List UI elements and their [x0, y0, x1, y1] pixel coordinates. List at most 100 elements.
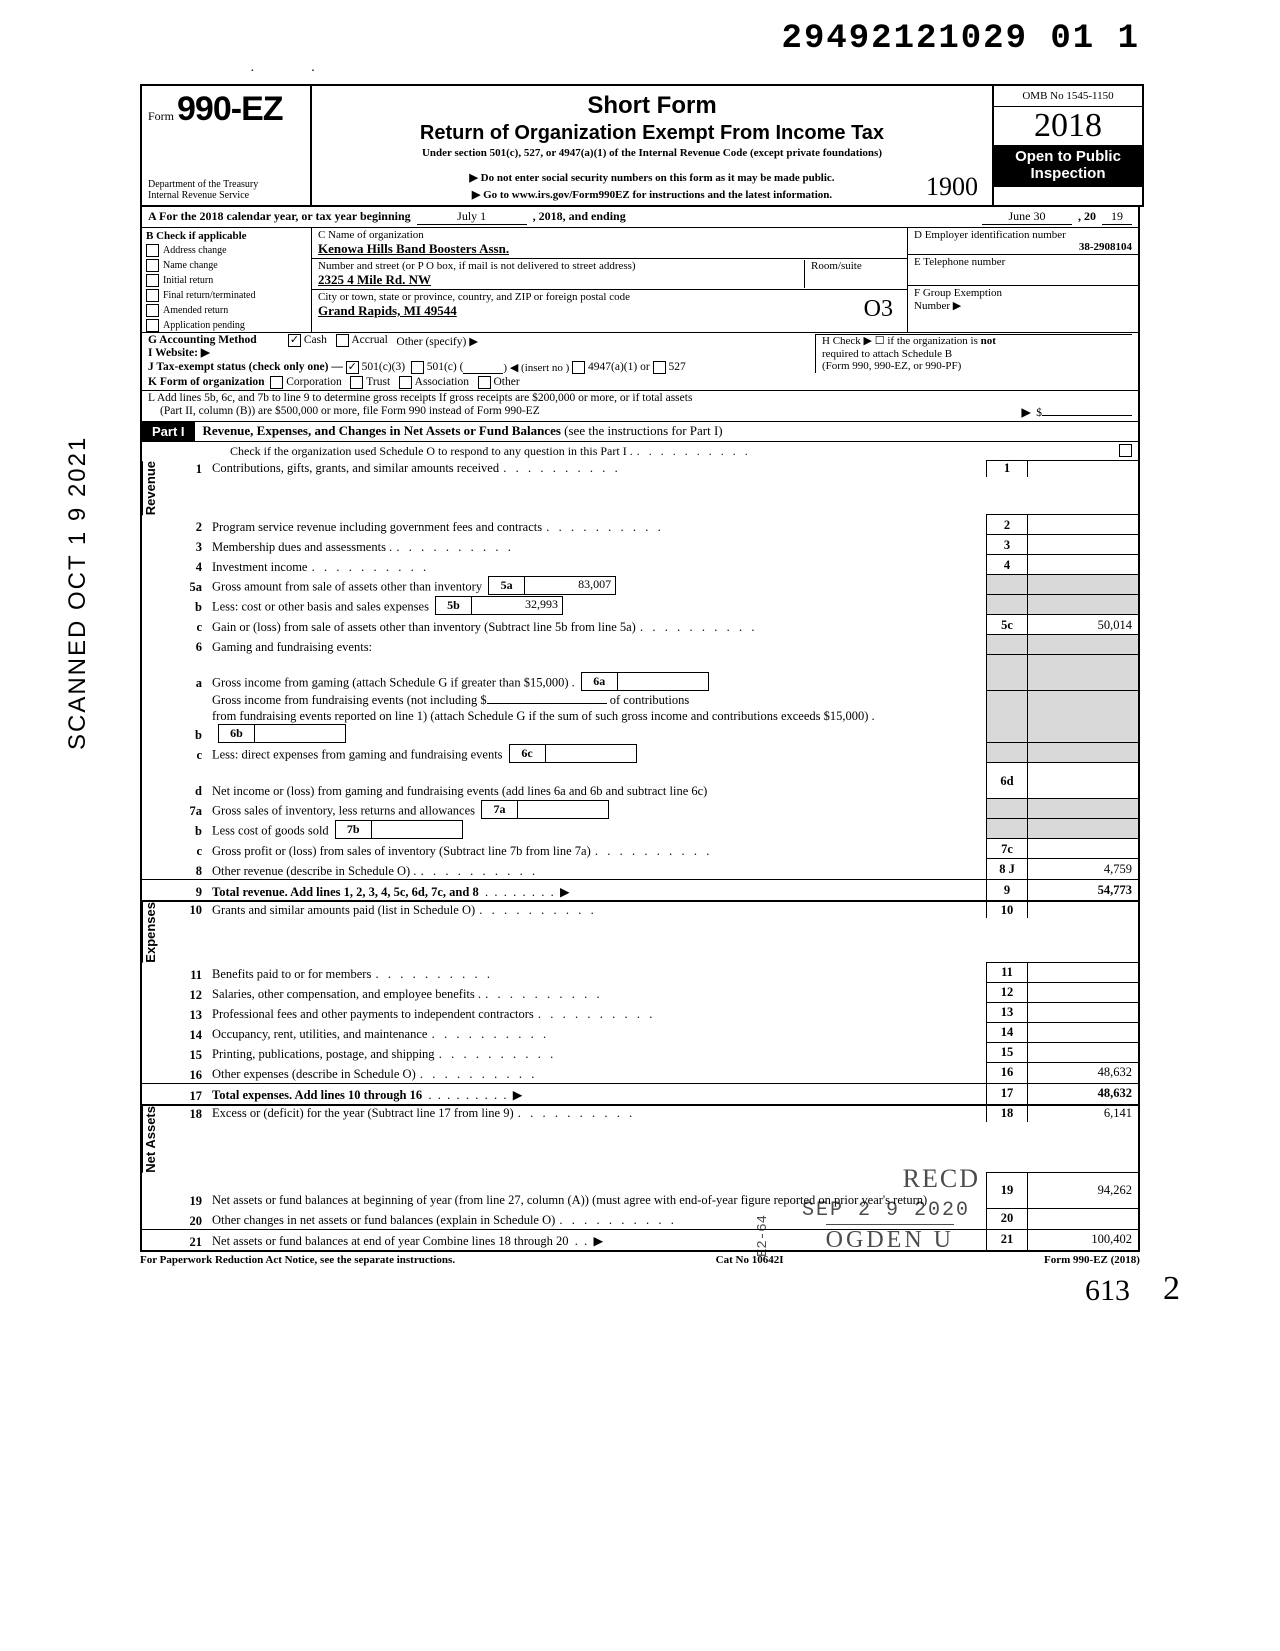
chk-501c3[interactable]: ✓	[346, 361, 359, 374]
r-5b-sh	[986, 594, 1028, 615]
a-1	[1028, 460, 1138, 477]
chk-other[interactable]	[478, 376, 491, 389]
row-a: A For the 2018 calendar year, or tax yea…	[140, 207, 1140, 228]
chk-final[interactable]	[146, 289, 159, 302]
d-6b: Gross income from fundraising events (no…	[212, 693, 986, 743]
chk-schedO[interactable]	[1119, 444, 1132, 457]
d-18: Excess or (deficit) for the year (Subtra…	[212, 1106, 986, 1122]
rows-gijkl: G Accounting Method ✓ Cash Accrual Other…	[140, 332, 1140, 421]
r-1: 1	[986, 460, 1028, 477]
header-left: Form 990-EZ Department of the Treasury I…	[142, 86, 312, 205]
no-ssn: ▶ Do not enter social security numbers o…	[318, 171, 986, 184]
a-20	[1028, 1208, 1138, 1229]
l-row2: (Part II, column (B)) are $500,000 or mo…	[142, 405, 1138, 421]
h-box: H Check ▶ ☐ if the organization is not r…	[815, 334, 1132, 373]
chk-amended[interactable]	[146, 304, 159, 317]
ln-5c: c	[168, 620, 212, 635]
r-7b-sh	[986, 818, 1028, 839]
chk-assoc[interactable]	[399, 376, 412, 389]
d-4: Investment income	[212, 560, 986, 576]
a-15	[1028, 1042, 1138, 1063]
e-cell: E Telephone number	[908, 255, 1138, 286]
r-16: 16	[986, 1062, 1028, 1083]
ty-end-yr: 19	[1102, 209, 1132, 225]
ty-end: June 30	[982, 209, 1072, 225]
chk-initial[interactable]	[146, 274, 159, 287]
ty-begin: July 1	[417, 209, 527, 225]
d-17: Total expenses. Add lines 10 through 16 …	[212, 1088, 986, 1104]
row-a-mid: , 2018, and ending	[533, 209, 626, 224]
a-7b-sh	[1028, 818, 1138, 839]
ln-6a: a	[168, 676, 212, 691]
chk-accrual[interactable]	[336, 334, 349, 347]
part1-bar: Part I Revenue, Expenses, and Changes in…	[140, 421, 1140, 442]
a-6d	[1028, 762, 1138, 799]
stamp-ogden: OGDEN U	[826, 1224, 954, 1254]
a-6-sh	[1028, 634, 1138, 655]
stamp-date: SEP 2 9 2020	[802, 1199, 970, 1222]
d-6d: Net income or (loss) from gaming and fun…	[212, 784, 986, 800]
dept-1: Department of the Treasury	[148, 179, 304, 190]
stamp-recd: RECD	[903, 1164, 980, 1194]
a-4	[1028, 554, 1138, 575]
a-6c-sh	[1028, 742, 1138, 763]
d-2: Program service revenue including govern…	[212, 520, 986, 536]
chk-527[interactable]	[653, 361, 666, 374]
ln-9: 9	[168, 885, 212, 900]
chk-501c[interactable]	[411, 361, 424, 374]
ln-16: 16	[168, 1068, 212, 1083]
r-6-sh	[986, 634, 1028, 655]
open-to-public: Open to Public Inspection	[994, 145, 1142, 187]
a-12	[1028, 982, 1138, 1003]
chk-trust[interactable]	[350, 376, 363, 389]
r-5c: 5c	[986, 614, 1028, 635]
b-header: B Check if applicable	[146, 230, 307, 242]
dept: Department of the Treasury Internal Reve…	[148, 179, 304, 201]
a-7a-sh	[1028, 798, 1138, 819]
chk-4947[interactable]	[572, 361, 585, 374]
j-insert: ) ◀ (insert no )	[503, 361, 569, 374]
year-open: 2	[1034, 107, 1051, 144]
chk-name[interactable]	[146, 259, 159, 272]
b-0: Address change	[163, 246, 227, 256]
ln-8: 8	[168, 864, 212, 879]
b-1: Name change	[163, 261, 218, 271]
room-label: Room/suite	[811, 260, 901, 272]
k-row: K Form of organization Corporation Trust…	[142, 375, 1138, 390]
chk-address[interactable]	[146, 244, 159, 257]
chk-corp[interactable]	[270, 376, 283, 389]
r-18: 18	[986, 1105, 1028, 1122]
e-label: E Telephone number	[914, 256, 1132, 268]
short-form: Short Form	[318, 92, 986, 120]
city-label: City or town, state or province, country…	[318, 291, 630, 303]
k-2: Association	[415, 376, 469, 389]
dln: 29492121029 01 1	[140, 20, 1140, 58]
goto: ▶ Go to www.irs.gov/Form990EZ for instru…	[472, 189, 832, 201]
form-page: 29492121029 01 1 · · Form 990-EZ Departm…	[140, 20, 1140, 1268]
ln-11: 11	[168, 968, 212, 983]
d-11: Benefits paid to or for members	[212, 967, 986, 983]
c-cell: C Name of organization Kenowa Hills Band…	[312, 228, 907, 259]
a-18: 6,141	[1028, 1105, 1138, 1122]
pra: For Paperwork Reduction Act Notice, see …	[140, 1254, 455, 1266]
row-a-suffix: , 20	[1078, 209, 1096, 224]
form-no-big: 990-EZ	[177, 90, 283, 128]
ln-15: 15	[168, 1048, 212, 1063]
marks: · ·	[250, 64, 1140, 80]
hand-o3: O3	[864, 300, 893, 319]
year-rest: 018	[1051, 107, 1102, 144]
form-lines: Revenue 1Contributions, gifts, grants, a…	[140, 461, 1140, 1252]
chk-cash[interactable]: ✓	[288, 334, 301, 347]
a-5c: 50,014	[1028, 614, 1138, 635]
ln-6: 6	[168, 640, 212, 655]
a-2	[1028, 514, 1138, 535]
chk-pending[interactable]	[146, 319, 159, 332]
ein: 38-2908104	[914, 241, 1132, 253]
h-3: (Form 990, 990-EZ, or 990-PF)	[822, 360, 961, 372]
a-10	[1028, 901, 1138, 918]
k-3: Other	[493, 376, 519, 389]
r-15: 15	[986, 1042, 1028, 1063]
grid-bcdef: B Check if applicable Address change Nam…	[140, 228, 1140, 332]
r-3: 3	[986, 534, 1028, 555]
d-1: Contributions, gifts, grants, and simila…	[212, 461, 986, 477]
